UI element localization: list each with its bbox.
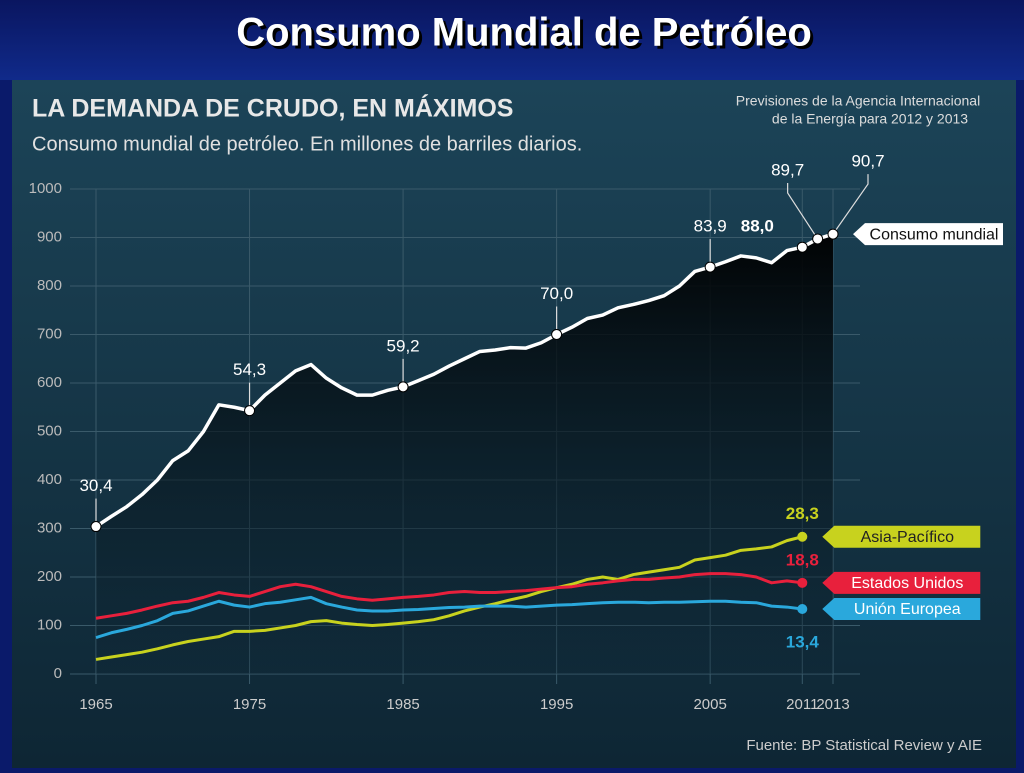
y-tick-label: 900 [37, 228, 62, 245]
legend-tag [853, 223, 1003, 246]
chart-title: LA DEMANDA DE CRUDO, EN MÁXIMOS [32, 94, 513, 123]
chart-subtitle: Consumo mundial de petróleo. En millones… [32, 133, 582, 155]
legend-tag [822, 598, 981, 621]
note: Previsiones de la Agencia Internacional [736, 93, 980, 109]
area [96, 234, 833, 675]
point [797, 604, 808, 615]
y-tick-label: 300 [37, 519, 62, 536]
x-tick-label: 1985 [386, 696, 419, 713]
legend-label: Unión Europea [854, 601, 961, 618]
data-label: 59,2 [387, 336, 420, 355]
data-label: 88,0 [741, 217, 774, 236]
data-label: 13,4 [786, 632, 820, 651]
leader-line [787, 182, 819, 240]
note: de la Energía para 2012 y 2013 [772, 111, 968, 127]
line [95, 535, 803, 661]
leader-line [832, 174, 869, 235]
data-label: 83,9 [694, 217, 727, 236]
line [95, 572, 803, 620]
legend-tag [822, 525, 981, 548]
x-tick-label: 1965 [79, 696, 112, 713]
data-label: 28,3 [786, 504, 819, 523]
y-tick-label: 800 [37, 277, 62, 294]
legend-label: Asia-Pacífico [861, 529, 954, 546]
x-tick-label: 1975 [233, 696, 266, 713]
legend-label: Estados Unidos [851, 575, 963, 592]
data-label: 89,7 [771, 160, 804, 179]
point [704, 261, 716, 273]
y-tick-label: 600 [37, 374, 62, 391]
x-tick-label: 2013 [816, 696, 849, 713]
x-tick-label: 1995 [540, 696, 573, 713]
point [397, 381, 409, 393]
legend-label: Consumo mundial [870, 226, 999, 243]
banner [0, 0, 1024, 80]
slide-title: Consumo Mundial de Petróleo [236, 11, 812, 55]
y-tick-label: 0 [54, 665, 62, 682]
point [812, 233, 824, 245]
y-tick-label: 1000 [29, 180, 62, 197]
source: Fuente: BP Statistical Review y AIE [746, 737, 982, 754]
x-tick-label: 2011 [786, 696, 818, 713]
legend-tag [822, 571, 981, 594]
point [796, 241, 808, 253]
y-tick-label: 200 [37, 568, 62, 585]
x-tick-label: 2005 [693, 696, 726, 713]
point [90, 521, 102, 533]
y-tick-label: 400 [37, 471, 62, 488]
y-tick-label: 500 [37, 422, 62, 439]
point [797, 577, 808, 588]
line [95, 595, 803, 640]
data-label: 30,4 [79, 476, 112, 495]
point [797, 531, 808, 542]
title-shadow: Consumo Mundial de Petróleo [239, 14, 815, 58]
point [551, 329, 563, 340]
data-label: 90,7 [851, 152, 884, 171]
point [827, 228, 839, 240]
y-tick-label: 100 [37, 616, 62, 633]
data-label: 70,0 [540, 284, 573, 303]
data-label: 54,3 [233, 360, 266, 379]
point [244, 405, 256, 417]
y-tick-label: 700 [37, 325, 62, 342]
data-label: 18,8 [786, 550, 819, 569]
